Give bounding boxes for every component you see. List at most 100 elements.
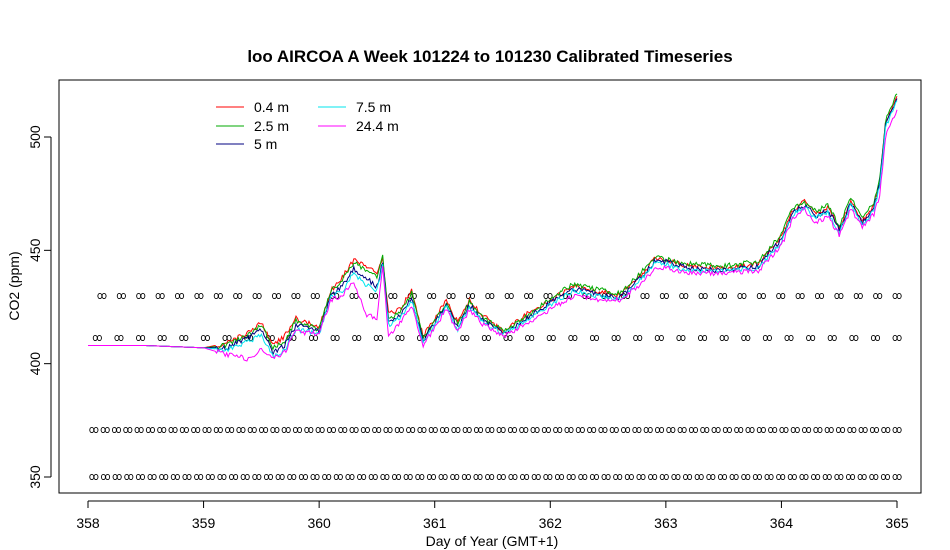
status-marker [287, 473, 293, 481]
status-marker [566, 473, 572, 481]
status-marker [174, 292, 180, 300]
status-marker [308, 426, 314, 434]
status-marker [454, 473, 460, 481]
status-marker [508, 473, 514, 481]
status-marker [589, 334, 595, 342]
status-marker [525, 334, 530, 342]
status-marker [384, 473, 390, 481]
status-marker [392, 292, 398, 300]
status-marker [791, 473, 797, 481]
status-marker [559, 473, 565, 481]
status-marker [308, 334, 314, 342]
status-marker [462, 426, 468, 434]
status-marker [128, 473, 134, 481]
status-marker [704, 426, 710, 434]
status-marker [733, 473, 739, 481]
status-marker [760, 426, 766, 434]
status-marker [398, 426, 404, 434]
status-marker [858, 426, 864, 434]
status-marker [784, 334, 790, 342]
status-marker [182, 473, 188, 481]
status-marker [217, 292, 223, 300]
status-marker [698, 334, 703, 342]
legend-label: 2.5 m [254, 118, 289, 134]
status-marker [892, 334, 898, 342]
status-marker [698, 292, 704, 300]
status-marker [806, 426, 812, 434]
status-marker [799, 473, 805, 481]
status-marker [395, 334, 401, 342]
status-marker [543, 473, 549, 481]
status-marker [594, 473, 599, 481]
status-marker [157, 426, 163, 434]
y-tick-label: 500 [27, 125, 43, 149]
status-marker [504, 292, 510, 300]
status-marker [500, 426, 506, 434]
status-marker [523, 426, 529, 434]
status-marker [225, 426, 230, 434]
status-marker [857, 292, 863, 300]
status-marker [121, 292, 126, 300]
status-marker [134, 426, 140, 434]
status-marker [446, 292, 452, 300]
status-marker [670, 426, 676, 434]
status-marker [762, 334, 768, 342]
status-marker [221, 473, 227, 481]
status-marker [567, 292, 572, 300]
status-marker [338, 426, 344, 434]
status-marker [601, 473, 607, 481]
status-marker [222, 334, 228, 342]
status-marker [326, 473, 332, 481]
status-marker [723, 334, 729, 342]
status-marker [466, 473, 471, 481]
status-marker [741, 334, 747, 342]
status-marker [427, 292, 433, 300]
status-marker [734, 426, 740, 434]
status-marker [383, 426, 389, 434]
status-marker [640, 292, 646, 300]
status-marker [530, 426, 536, 434]
status-marker [93, 473, 99, 481]
status-marker [570, 473, 576, 481]
status-marker [372, 473, 378, 481]
status-marker [140, 473, 145, 481]
status-marker [845, 473, 851, 481]
status-marker [813, 426, 819, 434]
status-marker [334, 334, 340, 342]
status-marker [873, 473, 879, 481]
status-marker [702, 292, 708, 300]
status-marker [100, 426, 106, 434]
status-marker [271, 292, 277, 300]
status-marker [637, 334, 643, 342]
status-marker [496, 473, 502, 481]
status-marker [450, 292, 456, 300]
series-line-7-5m [88, 100, 898, 360]
status-marker [356, 334, 362, 342]
status-marker [270, 426, 276, 434]
status-marker [116, 292, 122, 300]
status-marker [870, 334, 876, 342]
status-marker [330, 334, 336, 342]
status-marker [680, 334, 686, 342]
status-marker [718, 292, 723, 300]
status-marker [613, 426, 619, 434]
status-marker [150, 426, 155, 434]
status-marker [191, 426, 197, 434]
status-marker [663, 473, 669, 481]
status-marker [633, 334, 639, 342]
status-marker [681, 426, 687, 434]
status-marker [489, 292, 495, 300]
status-marker [415, 473, 421, 481]
status-marker [138, 426, 144, 434]
status-marker [161, 334, 167, 342]
status-marker [528, 292, 534, 300]
status-marker [298, 473, 304, 481]
status-marker [591, 426, 597, 434]
status-marker [319, 426, 325, 434]
status-marker [251, 426, 257, 434]
status-marker [124, 473, 130, 481]
status-marker [438, 334, 444, 342]
status-marker [827, 334, 833, 342]
status-marker [568, 426, 574, 434]
status-marker [244, 473, 250, 481]
